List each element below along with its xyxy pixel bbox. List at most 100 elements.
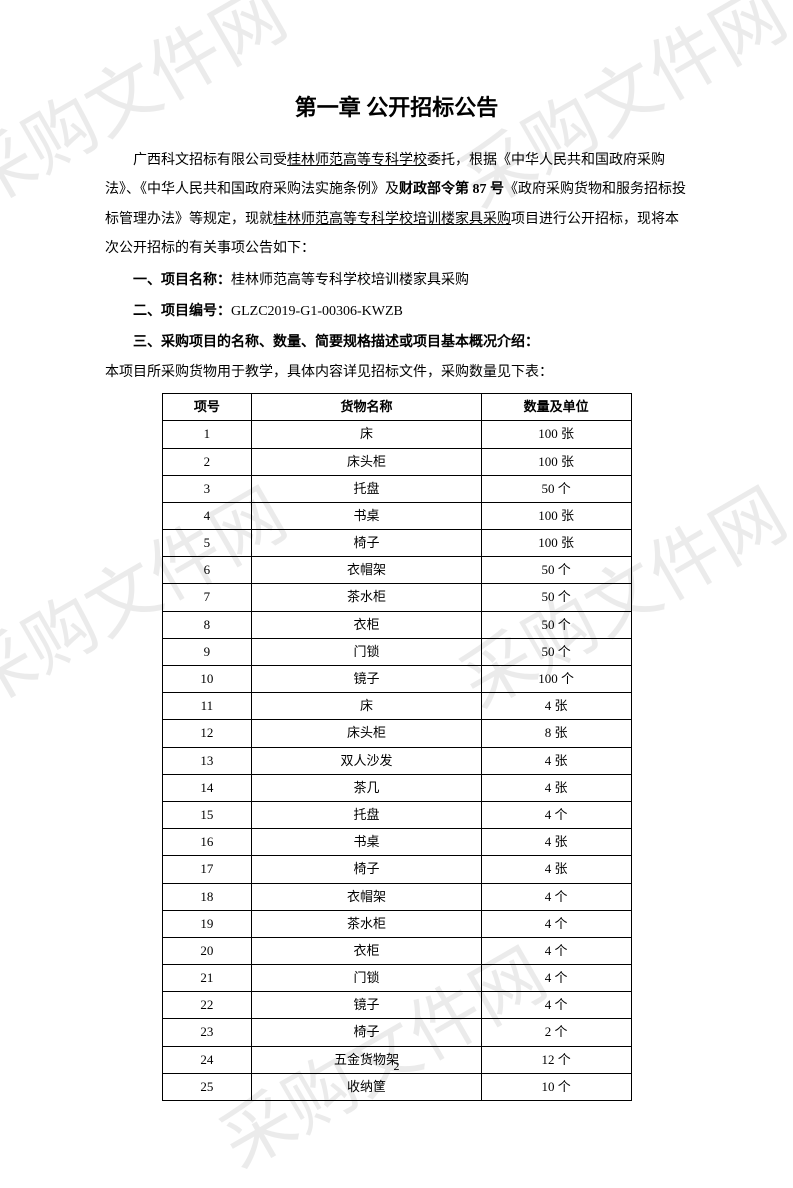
cell-no: 12 [162,720,252,747]
table-row: 4书桌100 张 [162,502,631,529]
cell-qty: 100 个 [481,666,631,693]
cell-name: 茶水柜 [252,584,481,611]
cell-qty: 100 张 [481,448,631,475]
cell-qty: 2 个 [481,1019,631,1046]
section-2-label: 二、项目编号： [133,304,231,319]
section-3-heading: 三、采购项目的名称、数量、简要规格描述或项目基本概况介绍： [105,328,688,357]
cell-qty: 4 个 [481,992,631,1019]
section-3-desc: 本项目所采购货物用于教学，具体内容详见招标文件，采购数量见下表： [105,358,688,387]
table-row: 7茶水柜50 个 [162,584,631,611]
cell-qty: 4 个 [481,883,631,910]
intro-paragraph: 广西科文招标有限公司受桂林师范高等专科学校委托，根据《中华人民共和国政府采购法》… [105,146,688,264]
cell-qty: 4 个 [481,910,631,937]
table-row: 12床头柜8 张 [162,720,631,747]
cell-name: 收纳筐 [252,1073,481,1100]
table-row: 25收纳筐10 个 [162,1073,631,1100]
table-row: 16书桌4 张 [162,829,631,856]
cell-no: 8 [162,611,252,638]
cell-name: 椅子 [252,1019,481,1046]
section-1: 一、项目名称：桂林师范高等专科学校培训楼家具采购 [105,266,688,295]
table-row: 13双人沙发4 张 [162,747,631,774]
table-row: 22镜子4 个 [162,992,631,1019]
cell-no: 10 [162,666,252,693]
table-header-row: 项号 货物名称 数量及单位 [162,394,631,421]
cell-name: 茶几 [252,774,481,801]
cell-qty: 4 个 [481,965,631,992]
cell-no: 7 [162,584,252,611]
cell-qty: 50 个 [481,638,631,665]
cell-name: 托盘 [252,801,481,828]
cell-qty: 100 张 [481,530,631,557]
cell-name: 托盘 [252,475,481,502]
table-row: 14茶几4 张 [162,774,631,801]
cell-no: 13 [162,747,252,774]
cell-no: 16 [162,829,252,856]
cell-name: 衣柜 [252,611,481,638]
cell-no: 21 [162,965,252,992]
cell-name: 椅子 [252,856,481,883]
table-row: 18衣帽架4 个 [162,883,631,910]
cell-qty: 4 张 [481,693,631,720]
cell-no: 4 [162,502,252,529]
section-2: 二、项目编号：GLZC2019-G1-00306-KWZB [105,297,688,326]
cell-no: 9 [162,638,252,665]
header-no: 项号 [162,394,252,421]
cell-qty: 10 个 [481,1073,631,1100]
table-row: 6衣帽架50 个 [162,557,631,584]
cell-no: 2 [162,448,252,475]
cell-name: 衣帽架 [252,557,481,584]
cell-qty: 50 个 [481,557,631,584]
cell-name: 床 [252,693,481,720]
cell-name: 衣柜 [252,937,481,964]
table-row: 10镜子100 个 [162,666,631,693]
cell-qty: 4 张 [481,856,631,883]
intro-prefix: 广西科文招标有限公司受 [133,153,287,168]
section-1-value: 桂林师范高等专科学校培训楼家具采购 [231,273,469,288]
cell-name: 书桌 [252,829,481,856]
page-number: 2 [0,1059,793,1074]
cell-no: 23 [162,1019,252,1046]
table-row: 3托盘50 个 [162,475,631,502]
cell-no: 19 [162,910,252,937]
cell-name: 床 [252,421,481,448]
cell-no: 20 [162,937,252,964]
cell-qty: 50 个 [481,611,631,638]
cell-no: 15 [162,801,252,828]
header-name: 货物名称 [252,394,481,421]
intro-underline-1: 桂林师范高等专科学校 [287,153,427,168]
cell-no: 3 [162,475,252,502]
cell-no: 11 [162,693,252,720]
cell-qty: 100 张 [481,502,631,529]
table-row: 19茶水柜4 个 [162,910,631,937]
cell-qty: 50 个 [481,584,631,611]
cell-name: 衣帽架 [252,883,481,910]
goods-table: 项号 货物名称 数量及单位 1床100 张2床头柜100 张3托盘50 个4书桌… [162,393,632,1101]
table-row: 9门锁50 个 [162,638,631,665]
cell-qty: 4 个 [481,937,631,964]
cell-name: 床头柜 [252,448,481,475]
cell-qty: 100 张 [481,421,631,448]
cell-qty: 4 张 [481,774,631,801]
cell-name: 床头柜 [252,720,481,747]
table-row: 2床头柜100 张 [162,448,631,475]
table-row: 8衣柜50 个 [162,611,631,638]
table-row: 5椅子100 张 [162,530,631,557]
cell-no: 5 [162,530,252,557]
cell-no: 17 [162,856,252,883]
header-qty: 数量及单位 [481,394,631,421]
intro-bold-1: 财政部令第 87 号 [399,182,504,197]
cell-name: 镜子 [252,992,481,1019]
cell-qty: 4 个 [481,801,631,828]
cell-name: 双人沙发 [252,747,481,774]
table-row: 20衣柜4 个 [162,937,631,964]
table-row: 11床4 张 [162,693,631,720]
intro-underline-2: 桂林师范高等专科学校培训楼家具采购 [273,212,511,227]
cell-name: 镜子 [252,666,481,693]
table-row: 23椅子2 个 [162,1019,631,1046]
section-1-label: 一、项目名称： [133,273,231,288]
chapter-title: 第一章 公开招标公告 [105,90,688,122]
cell-no: 1 [162,421,252,448]
cell-qty: 50 个 [481,475,631,502]
table-row: 1床100 张 [162,421,631,448]
cell-no: 22 [162,992,252,1019]
